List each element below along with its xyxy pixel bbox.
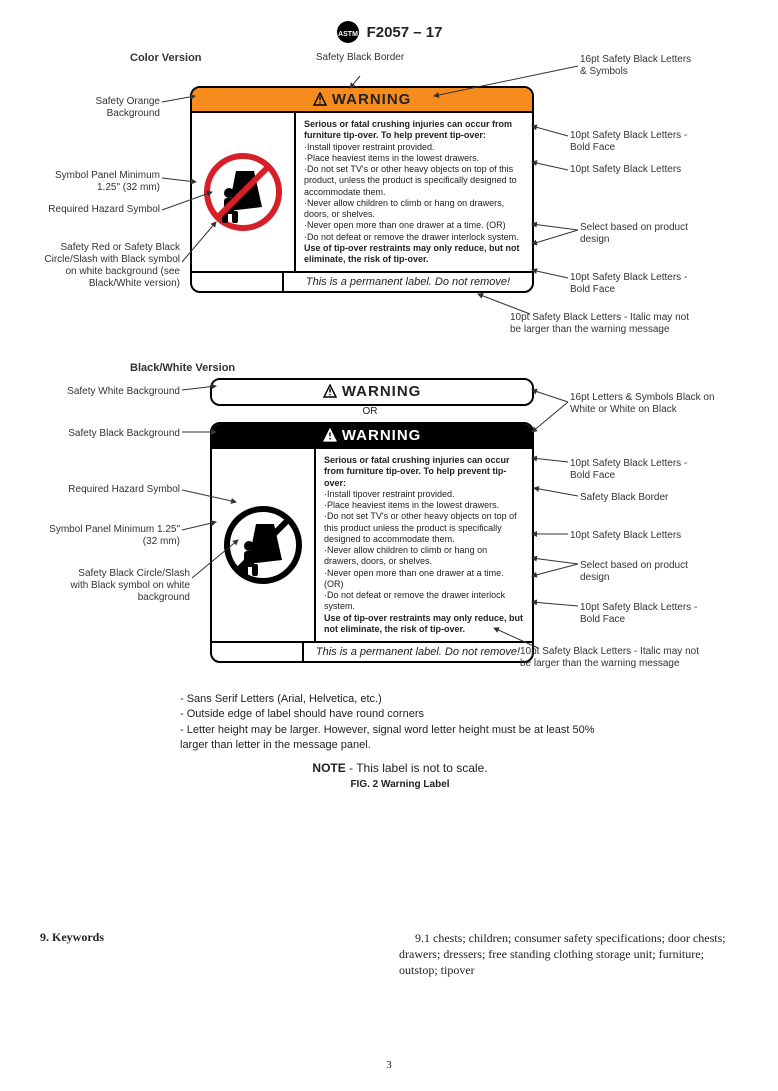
callout-bw-select-design: Select based on product design bbox=[580, 560, 700, 584]
bw-warning-word-black: WARNING bbox=[342, 427, 422, 444]
callout-10pt-bold-1: 10pt Safety Black Letters - Bold Face bbox=[570, 130, 700, 154]
bw-bullet-4: ·Never open more than one drawer at a ti… bbox=[324, 568, 524, 591]
color-bullet-3: ·Never allow children to climb or hang o… bbox=[304, 198, 524, 221]
bw-warning-label: WARNING Serious or fatal crushing bbox=[210, 422, 534, 663]
callout-bw-10pt-bold-1: 10pt Safety Black Letters - Bold Face bbox=[570, 458, 700, 482]
callout-orange-bg: Safety Orange Background bbox=[40, 96, 160, 120]
bw-version-title: Black/White Version bbox=[130, 362, 235, 374]
callout-black-bg: Safety Black Background bbox=[60, 428, 180, 440]
callout-safety-black-border: Safety Black Border bbox=[300, 52, 420, 64]
hazard-symbol-color-icon bbox=[204, 153, 282, 231]
document-header: ASTM F2057 – 17 bbox=[40, 20, 738, 44]
footnote-1: - Outside edge of label should have roun… bbox=[180, 707, 620, 722]
bw-bullet-1: ·Place heaviest items in the lowest draw… bbox=[324, 500, 524, 511]
callout-10pt-letters: 10pt Safety Black Letters bbox=[570, 164, 700, 176]
bw-symbol-cell bbox=[212, 449, 316, 641]
color-text-cell: Serious or fatal crushing injuries can o… bbox=[296, 113, 532, 271]
color-bullet-1: ·Place heaviest items in the lowest draw… bbox=[304, 153, 524, 164]
svg-text:ASTM: ASTM bbox=[338, 31, 358, 38]
color-label-header: WARNING bbox=[192, 88, 532, 113]
color-bullet-5: ·Do not defeat or remove the drawer inte… bbox=[304, 232, 524, 243]
bw-warning-word-white: WARNING bbox=[342, 383, 422, 400]
bw-text-cell: Serious or fatal crushing injuries can o… bbox=[316, 449, 532, 641]
footer-notes: - Sans Serif Letters (Arial, Helvetica, … bbox=[180, 692, 620, 792]
callout-red-circle: Safety Red or Safety Black Circle/Slash … bbox=[40, 242, 180, 290]
bw-bullet-5: ·Do not defeat or remove the drawer inte… bbox=[324, 590, 524, 613]
bw-permanent-text: This is a permanent label. Do not remove… bbox=[304, 643, 532, 661]
bw-bold-tail: Use of tip-over restraints may only redu… bbox=[324, 613, 524, 636]
warning-triangle-icon bbox=[323, 428, 337, 442]
color-symbol-cell bbox=[192, 113, 296, 271]
color-bold-lead: Serious or fatal crushing injuries can o… bbox=[304, 119, 524, 142]
color-label-body: Serious or fatal crushing injuries can o… bbox=[192, 113, 532, 271]
figure-caption: FIG. 2 Warning Label bbox=[180, 778, 620, 792]
bw-label-body: Serious or fatal crushing injuries can o… bbox=[212, 449, 532, 641]
page-number: 3 bbox=[40, 1059, 738, 1071]
color-warning-word: WARNING bbox=[332, 91, 412, 108]
warning-triangle-icon bbox=[323, 384, 337, 398]
callout-req-hazard: Required Hazard Symbol bbox=[40, 204, 160, 216]
bw-black-header-row: WARNING bbox=[212, 424, 532, 449]
bw-bullet-0: ·Install tipover restraint provided. bbox=[324, 489, 524, 500]
callout-bw-black-circle: Safety Black Circle/Slash with Black sym… bbox=[60, 568, 190, 604]
bw-bold-lead: Serious or fatal crushing injuries can o… bbox=[324, 455, 524, 489]
footnote-2: - Letter height may be larger. However, … bbox=[180, 723, 620, 754]
note-line: NOTE - This label is not to scale. bbox=[180, 760, 620, 777]
callout-10pt-bold-2: 10pt Safety Black Letters - Bold Face bbox=[570, 272, 700, 296]
color-warning-label: WARNING Serious or fatal crushing bbox=[190, 86, 534, 293]
astm-logo-icon: ASTM bbox=[336, 20, 360, 44]
keywords-section: 9. Keywords 9.1 chests; children; consum… bbox=[40, 930, 738, 979]
hazard-symbol-bw-icon bbox=[224, 506, 302, 584]
footnote-0: - Sans Serif Letters (Arial, Helvetica, … bbox=[180, 692, 620, 707]
color-bullet-4: ·Never open more than one drawer at a ti… bbox=[304, 220, 524, 231]
callout-white-bg: Safety White Background bbox=[60, 386, 180, 398]
color-bold-tail: Use of tip-over restraints may only redu… bbox=[304, 243, 524, 266]
keywords-body: 9.1 chests; children; consumer safety sp… bbox=[399, 930, 738, 979]
bw-or-text: OR bbox=[210, 406, 530, 417]
bw-header-white: WARNING bbox=[210, 378, 534, 406]
warning-triangle-icon bbox=[313, 92, 327, 106]
keywords-heading: 9. Keywords bbox=[40, 930, 379, 945]
callout-bw-10pt-italic: 10pt Safety Black Letters - Italic may n… bbox=[520, 646, 700, 670]
designation-text: F2057 – 17 bbox=[367, 24, 443, 41]
bw-perm-row: This is a permanent label. Do not remove… bbox=[212, 641, 532, 661]
callout-bw-10pt-bold-2: 10pt Safety Black Letters - Bold Face bbox=[580, 602, 720, 626]
color-perm-row: This is a permanent label. Do not remove… bbox=[192, 271, 532, 291]
callout-16pt-bw: 16pt Letters & Symbols Black on White or… bbox=[570, 392, 720, 416]
figure-2-wrap: Color Version Safety Black Border 16pt S… bbox=[40, 52, 738, 912]
callout-10pt-italic: 10pt Safety Black Letters - Italic may n… bbox=[510, 312, 690, 336]
color-bullet-2: ·Do not set TV's or other heavy objects … bbox=[304, 164, 524, 198]
color-permanent-text: This is a permanent label. Do not remove… bbox=[284, 273, 532, 291]
callout-select-design: Select based on product design bbox=[580, 222, 700, 246]
callout-bw-symbol-panel: Symbol Panel Minimum 1.25" (32 mm) bbox=[40, 524, 180, 548]
bw-bullet-3: ·Never allow children to climb or hang o… bbox=[324, 545, 524, 568]
color-version-title: Color Version bbox=[130, 52, 202, 64]
bw-bullet-2: ·Do not set TV's or other heavy objects … bbox=[324, 511, 524, 545]
callout-16pt-letters: 16pt Safety Black Letters & Symbols bbox=[580, 54, 700, 78]
callout-bw-req-hazard: Required Hazard Symbol bbox=[60, 484, 180, 496]
callout-symbol-panel: Symbol Panel Minimum 1.25" (32 mm) bbox=[40, 170, 160, 194]
callout-bw-border: Safety Black Border bbox=[580, 492, 710, 504]
callout-bw-10pt-letters: 10pt Safety Black Letters bbox=[570, 530, 700, 542]
bw-white-header-row: WARNING bbox=[212, 380, 532, 403]
color-bullet-0: ·Install tipover restraint provided. bbox=[304, 142, 524, 153]
